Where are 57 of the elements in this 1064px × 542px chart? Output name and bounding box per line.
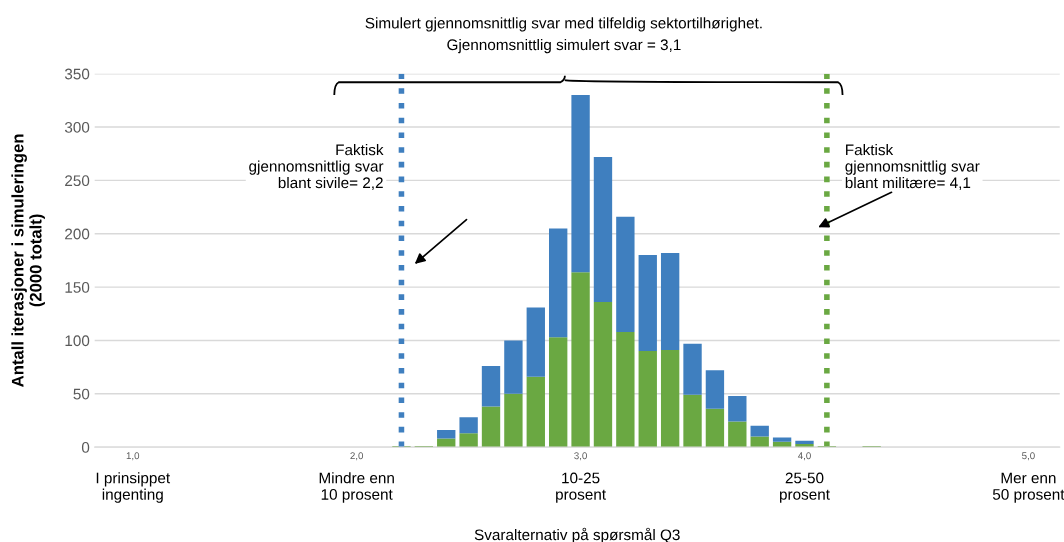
y-tick-label: 0: [81, 442, 90, 453]
bar: [504, 340, 523, 394]
bar: [593, 302, 613, 448]
bar: [459, 417, 478, 434]
ref-line-label: Faktisk gjennomsnittlig svar blant militære= 4,1: [845, 144, 980, 190]
text: Mer enn 50 prosent: [992, 472, 1064, 503]
text: I prinsippet ingenting: [96, 472, 171, 503]
y-tick-label: 50: [73, 388, 90, 400]
bar: [705, 408, 725, 448]
bar: [616, 216, 635, 332]
text: Mindre enn 10 prosent: [319, 472, 394, 503]
bar: [616, 331, 635, 448]
bar: [660, 252, 680, 351]
x-tick-label: 3,0: [574, 452, 587, 461]
bar: [504, 393, 523, 448]
bar: [772, 437, 792, 442]
bar: [571, 95, 590, 273]
bar: [571, 272, 590, 448]
bar: [728, 395, 747, 422]
bar: [683, 343, 702, 395]
bar: [459, 433, 478, 448]
bar: [549, 337, 568, 448]
bar: [481, 366, 501, 407]
bar: [705, 370, 725, 409]
bar: [795, 443, 814, 448]
bar: [728, 421, 747, 448]
bar: [795, 440, 814, 444]
text: 25-50 prosent: [780, 472, 830, 503]
bar: [638, 255, 657, 352]
bar: [526, 307, 545, 377]
bar: [481, 406, 501, 448]
text: 10-25 prosent: [556, 472, 606, 503]
y-tick-label: 350: [64, 68, 90, 80]
x-tick-label: 1,0: [126, 452, 140, 461]
x-tick-label: 5,0: [1022, 452, 1035, 461]
bar: [437, 438, 456, 448]
y-tick-label: 300: [64, 121, 90, 133]
bar: [660, 350, 680, 448]
bar: [750, 425, 769, 437]
y-tick-label: 250: [65, 175, 90, 187]
bar: [593, 156, 613, 303]
bar: [638, 351, 657, 448]
y-tick-label: 100: [65, 335, 90, 347]
bar: [437, 430, 456, 439]
chart-subtitle: Gjennomsnittlig simulert svar = 3,1: [447, 38, 681, 54]
x-tick-label: 2,0: [350, 452, 364, 461]
x-tick-label: 4,0: [797, 452, 811, 461]
y-tick-label: 150: [65, 281, 90, 293]
bar: [549, 228, 568, 338]
y-tick-label: 200: [65, 228, 90, 240]
bar: [750, 436, 769, 448]
bar: [526, 376, 545, 448]
bar: [772, 441, 792, 448]
bar: [683, 394, 702, 448]
chart-title: Simulert gjennomsnittlig svar med tilfeldig sektortilhørighet.: [365, 17, 762, 32]
ref-line-label: Faktisk gjennomsnittlig svar blant sivile= 2,2: [249, 144, 384, 190]
y-axis-title: Antall iterasjoner i simuleringen (2000 totalt): [11, 134, 45, 387]
